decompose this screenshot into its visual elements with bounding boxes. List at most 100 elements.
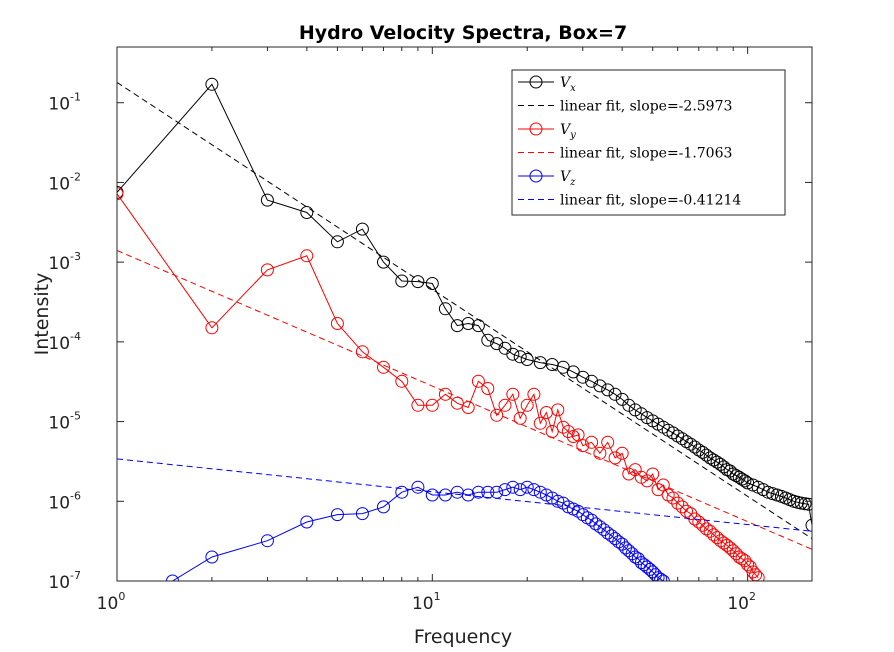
series-vy-point: [751, 571, 765, 581]
series-vx-point: [761, 485, 775, 499]
series-vy-point: [355, 345, 369, 359]
series-vx-point: [622, 398, 636, 412]
series-vx-point: [802, 497, 812, 511]
series-vx-point: [395, 274, 409, 288]
series-vx-point: [411, 275, 425, 289]
series-vy-point: [117, 187, 124, 201]
series-vy-point: [714, 534, 727, 548]
y-axis-label: Intensity: [31, 273, 53, 356]
series-vy-point: [205, 321, 219, 335]
series-vz-point: [481, 485, 495, 499]
x-axis-label: Frequency: [414, 626, 512, 648]
series-vy-point: [671, 496, 685, 510]
series-vz-point: [498, 483, 512, 497]
series-vx-point: [513, 350, 527, 364]
series-vy-point: [601, 435, 615, 449]
series-vz-point: [425, 488, 439, 502]
series-vz-point: [260, 534, 274, 548]
series-vy-point: [675, 500, 689, 514]
series-vy-point: [395, 374, 409, 388]
series-vz-point: [205, 550, 219, 564]
series-vx-point: [699, 448, 713, 462]
legend-marker: [529, 169, 543, 183]
series-vy-point: [520, 398, 534, 412]
series-vx-point: [692, 443, 706, 457]
series-vx-point: [461, 317, 475, 330]
chart-title: Hydro Velocity Spectra, Box=7: [299, 22, 627, 44]
series-vx-point: [450, 319, 464, 333]
series-vx-point: [714, 457, 727, 471]
series-vz-point: [506, 480, 520, 494]
series-vy-point: [471, 374, 485, 388]
series-vy-point: [411, 398, 425, 412]
series-vx-point: [520, 353, 534, 366]
series-vy-point: [651, 483, 665, 497]
legend: Vx linear fit, slope=-2.5973 Vy linear fit,…: [511, 69, 786, 216]
series-vy-point: [608, 451, 622, 465]
series-vz-point: [551, 494, 565, 508]
series-vz-point: [355, 507, 369, 521]
series-vz-point: [330, 508, 344, 522]
legend-label: linear fit, slope=-2.5973: [560, 99, 732, 115]
series-vz-point: [411, 480, 425, 494]
series-vy-point: [593, 446, 607, 460]
series-vz-point: [651, 571, 665, 581]
legend-box: [511, 69, 786, 216]
series-vz-point: [300, 515, 314, 529]
series-vz-point: [520, 480, 534, 494]
fit-line-3: [117, 250, 812, 550]
series-vy-point: [498, 398, 512, 412]
series-vy-point: [585, 435, 599, 449]
series-vy-point: [425, 398, 439, 412]
legend-marker: [529, 122, 543, 136]
series-vz-point: [643, 562, 657, 576]
series-vz-point: [471, 485, 485, 499]
series-vz-point: [166, 574, 179, 581]
series-vx-point: [710, 455, 724, 469]
series-vy-point: [576, 439, 590, 453]
legend-label: linear fit, slope=-1.7063: [560, 146, 732, 162]
series-vz-point: [461, 488, 475, 502]
series-vz-point: [654, 572, 668, 581]
series-vx-point: [593, 379, 607, 393]
series-vy-point: [615, 446, 629, 460]
series-vx-point: [300, 206, 314, 219]
series-vz-point: [539, 488, 553, 502]
series-vz-point: [656, 574, 670, 581]
series-vx-point: [798, 497, 812, 511]
series-vy-point: [666, 491, 680, 505]
series-vy-point: [710, 531, 724, 545]
series-vx-point: [355, 222, 369, 236]
fit-line-1: [117, 81, 812, 540]
series-vx-point: [717, 460, 731, 474]
legend-marker: [529, 75, 543, 89]
series-vy-point: [646, 467, 660, 481]
series-vz-point: [377, 500, 390, 514]
fit-line-5: [117, 458, 812, 532]
plot-frame: [116, 46, 813, 582]
series-vz-point: [615, 537, 629, 551]
series-vx-point: [608, 387, 622, 401]
series-vx-point: [506, 347, 520, 361]
legend-label: Vx: [560, 75, 576, 94]
series-vy-point: [377, 360, 390, 374]
series-vy-point: [692, 515, 706, 529]
series-vy-line: [117, 193, 759, 579]
series-vy-point: [551, 403, 565, 417]
series-vx-point: [260, 193, 274, 207]
series-vy-point: [556, 420, 570, 434]
series-vz-line: [172, 486, 664, 581]
series-vy-point: [561, 425, 575, 438]
series-vx-point: [481, 333, 495, 347]
series-vz-point: [513, 483, 527, 497]
series-vx-point: [805, 518, 812, 532]
series-layer: [117, 77, 812, 581]
series-vz-point: [593, 520, 607, 534]
series-vz-point: [527, 483, 541, 497]
series-vy-point: [527, 387, 541, 401]
series-vx-point: [490, 337, 504, 351]
series-vy-point: [330, 317, 344, 330]
series-vy-point: [260, 263, 274, 277]
series-vy-point: [566, 430, 580, 443]
